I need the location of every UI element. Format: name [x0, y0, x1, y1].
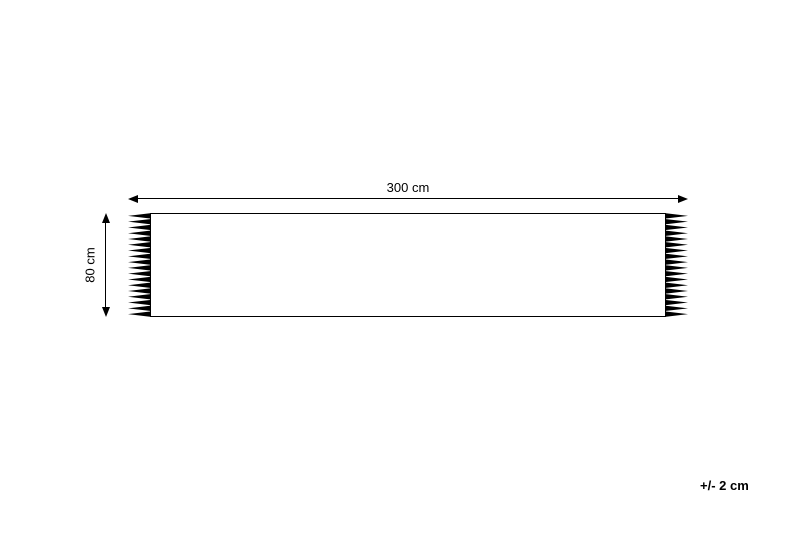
width-arrow-right — [678, 195, 688, 203]
height-dimension-label: 80 cm — [83, 247, 98, 282]
height-arrow-up — [102, 213, 110, 223]
tolerance-note: +/- 2 cm — [700, 478, 749, 493]
fringe-right — [666, 213, 688, 317]
fringe-left — [128, 213, 150, 317]
width-dimension-line — [138, 198, 678, 199]
height-dimension-line — [105, 223, 106, 307]
rug-body-outline — [150, 213, 666, 317]
height-arrow-down — [102, 307, 110, 317]
width-arrow-left — [128, 195, 138, 203]
diagram-canvas: 300 cm 80 cm +/- 2 cm — [0, 0, 800, 533]
width-dimension-label: 300 cm — [387, 180, 430, 195]
